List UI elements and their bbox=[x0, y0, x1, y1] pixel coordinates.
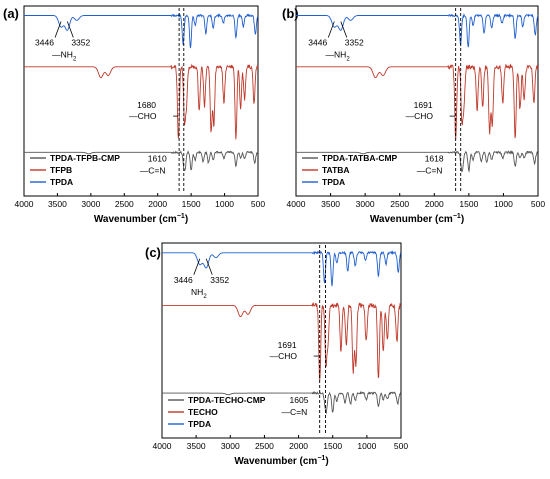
nh-group-sub: 2 bbox=[346, 57, 350, 63]
nh-peak-label: 3446 bbox=[174, 275, 193, 285]
cn-group-label: —C=N bbox=[140, 166, 166, 176]
legend-label: TPDA bbox=[50, 177, 73, 187]
nh-leader-line bbox=[66, 21, 74, 38]
x-axis-title-text: Wavenumber (cm bbox=[370, 214, 453, 225]
legend-label: TPDA-TECHO-CMP bbox=[188, 395, 266, 405]
x-tick-label: 3500 bbox=[187, 441, 206, 451]
series-line-tpda bbox=[162, 250, 402, 287]
series-line-cmp bbox=[24, 150, 259, 172]
cho-peak-value: 1691 bbox=[414, 100, 433, 110]
cho-peak-value: 1691 bbox=[278, 340, 297, 350]
series-line-tpda bbox=[24, 12, 259, 49]
legend-label: TPDA-TFPB-CMP bbox=[50, 153, 120, 163]
x-tick-label: 2000 bbox=[289, 441, 308, 451]
series-line-cmp bbox=[296, 150, 538, 173]
x-tick-label: 500 bbox=[251, 199, 265, 209]
nh-peak-label: 3446 bbox=[308, 38, 327, 48]
x-axis-title-end: ) bbox=[185, 214, 188, 225]
cho-peak-value: 1680 bbox=[137, 100, 156, 110]
legend-label: TFPB bbox=[50, 165, 72, 175]
plot-frame bbox=[23, 5, 259, 197]
nh-peak-label: 3352 bbox=[345, 38, 364, 48]
legend-label: TPDA bbox=[188, 419, 211, 429]
x-tick-label: 4000 bbox=[287, 199, 306, 209]
cn-peak-value: 1610 bbox=[148, 154, 167, 164]
x-axis-title-sup: −1 bbox=[453, 213, 461, 220]
nh-leader-line bbox=[54, 21, 62, 38]
x-tick-label: 2000 bbox=[425, 199, 444, 209]
x-tick-label: 2500 bbox=[390, 199, 409, 209]
x-tick-label: 3500 bbox=[48, 199, 67, 209]
x-tick-label: 3500 bbox=[321, 199, 340, 209]
x-tick-label: 4000 bbox=[15, 199, 34, 209]
nh-group-text: —NH bbox=[52, 50, 73, 60]
nh-group-sub: 2 bbox=[73, 57, 77, 63]
nh-leader-line bbox=[193, 258, 201, 275]
series-line-tpda bbox=[296, 13, 539, 48]
x-axis-title-end: ) bbox=[461, 214, 464, 225]
chart-panel-3: (c) 4000 3500 3000 2500 2000 1500 1000 500 Wavenu… bbox=[145, 242, 408, 467]
x-tick-label: 1000 bbox=[357, 441, 376, 451]
cho-group-label: —CHO bbox=[129, 111, 157, 121]
cho-group-label: —CHO bbox=[406, 111, 434, 121]
x-tick-label: 1500 bbox=[182, 199, 201, 209]
nh-peak-label: 3352 bbox=[71, 38, 90, 48]
nh-group-label: NH2 bbox=[191, 287, 207, 300]
x-tick-label: 1000 bbox=[494, 199, 513, 209]
chart-panel-1: (a) 4000 3500 3000 2500 2000 1500 1000 500 Wavenu… bbox=[3, 5, 265, 225]
cn-peak-value: 1605 bbox=[290, 395, 309, 405]
x-tick-label: 2500 bbox=[115, 199, 134, 209]
nh-leader-line bbox=[340, 21, 348, 38]
x-tick-label: 2500 bbox=[255, 441, 274, 451]
panel-label: (c) bbox=[145, 245, 161, 260]
panel-label: (b) bbox=[282, 6, 299, 21]
x-axis-title: Wavenumber (cm−1) bbox=[234, 455, 328, 467]
x-axis-title: Wavenumber (cm−1) bbox=[370, 213, 464, 225]
x-axis-title-sup: −1 bbox=[317, 455, 325, 462]
nh-leader-line bbox=[327, 21, 335, 38]
x-axis-title: Wavenumber (cm−1) bbox=[94, 213, 188, 225]
x-tick-label: 2000 bbox=[148, 199, 167, 209]
legend-label: TPDA-TATBA-CMP bbox=[322, 153, 398, 163]
x-tick-label: 1000 bbox=[215, 199, 234, 209]
x-axis-title-end: ) bbox=[325, 456, 328, 467]
legend-label: TATBA bbox=[322, 165, 350, 175]
nh-group-text: —NH bbox=[326, 50, 347, 60]
x-tick-label: 3000 bbox=[221, 441, 240, 451]
legend-label: TECHO bbox=[188, 407, 218, 417]
x-tick-label: 3000 bbox=[356, 199, 375, 209]
nh-group-sub: 2 bbox=[203, 294, 207, 300]
chart-panel-2: (b) 4000 3500 3000 2500 2000 1500 1000 500 Wavenu… bbox=[282, 5, 545, 225]
nh-group-text: NH bbox=[191, 287, 203, 297]
plot-frame bbox=[161, 242, 402, 439]
nh-peak-label: 3352 bbox=[210, 275, 229, 285]
cho-group-label: —CHO bbox=[270, 351, 298, 361]
legend-label: TPDA bbox=[322, 177, 345, 187]
nh-group-label: —NH2 bbox=[52, 50, 77, 63]
x-tick-label: 3000 bbox=[81, 199, 100, 209]
x-tick-label: 500 bbox=[394, 441, 408, 451]
x-tick-label: 4000 bbox=[153, 441, 172, 451]
plot-frame bbox=[295, 5, 539, 197]
cn-peak-value: 1618 bbox=[425, 154, 444, 164]
nh-leader-line bbox=[205, 258, 213, 275]
cn-group-label: —C=N bbox=[417, 166, 443, 176]
nh-group-label: —NH2 bbox=[326, 50, 351, 63]
nh-peak-label: 3446 bbox=[35, 38, 54, 48]
panel-label: (a) bbox=[3, 6, 19, 21]
x-tick-label: 1500 bbox=[459, 199, 478, 209]
cn-group-label: —C=N bbox=[282, 407, 308, 417]
series-line-cmp bbox=[162, 390, 402, 415]
x-tick-label: 1500 bbox=[323, 441, 342, 451]
series-line-aldehyde bbox=[296, 63, 539, 140]
x-tick-label: 500 bbox=[531, 199, 545, 209]
series-line-aldehyde bbox=[24, 63, 259, 140]
x-axis-title-text: Wavenumber (cm bbox=[94, 214, 177, 225]
x-axis-title-sup: −1 bbox=[177, 213, 185, 220]
x-axis-title-text: Wavenumber (cm bbox=[234, 456, 317, 467]
series-line-aldehyde bbox=[162, 301, 402, 381]
